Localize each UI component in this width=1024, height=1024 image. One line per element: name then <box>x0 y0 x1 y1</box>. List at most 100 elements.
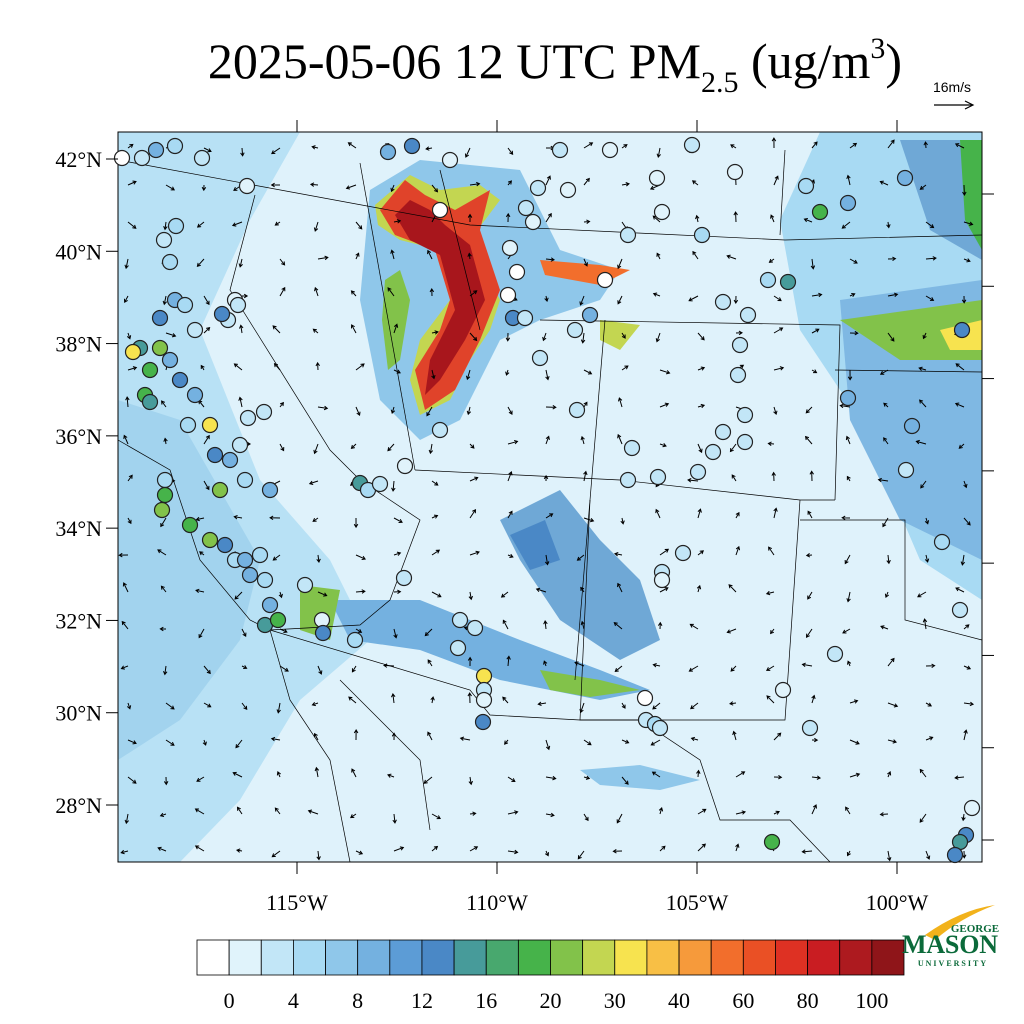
wind-arrow <box>765 665 775 671</box>
wind-arrow <box>954 402 965 408</box>
station <box>797 177 815 195</box>
wind-arrow <box>126 702 132 710</box>
wind-arrow <box>614 665 623 673</box>
colorbar-label: 80 <box>797 988 819 1013</box>
wind-arrow <box>580 586 585 593</box>
axes: 115°W 110°W 105°W 100°W 42°N 40°N 38°N 36°N 34°N… <box>55 120 994 915</box>
station <box>156 486 174 504</box>
wind-arrow <box>659 402 670 408</box>
wind-arrow <box>241 702 248 711</box>
wind-arrow <box>811 737 819 743</box>
title: 2025-05-06 12 UTC PM2.5 (ug/m3) <box>208 32 902 99</box>
wind-arrow <box>200 364 205 371</box>
wind-arrow <box>846 850 851 857</box>
wind-arrow <box>271 147 281 155</box>
wind-arrow <box>846 174 851 186</box>
station <box>763 833 781 851</box>
wind-arrow <box>233 514 243 520</box>
logo-top: GEORGE <box>951 923 999 935</box>
wind-arrow <box>621 182 630 187</box>
wind-arrow <box>311 701 319 707</box>
station <box>953 321 971 339</box>
wind-arrow <box>729 443 737 453</box>
reference-vector-label: 16m/s <box>933 79 971 95</box>
wind-arrow <box>765 590 775 596</box>
wind-arrow <box>241 665 248 670</box>
wind-arrow <box>459 736 471 741</box>
station <box>155 231 173 249</box>
y-tick-label: 28°N <box>55 793 102 818</box>
station <box>156 471 174 489</box>
wind-arrow <box>311 145 319 150</box>
wind-arrow <box>735 843 740 852</box>
station <box>241 566 259 584</box>
wind-arrow <box>961 813 966 822</box>
wind-arrow <box>203 434 210 445</box>
station <box>441 151 459 169</box>
wind-arrow <box>127 517 132 525</box>
wind-arrow <box>312 328 319 334</box>
wind-arrow <box>655 508 661 519</box>
station <box>256 571 274 589</box>
wind-arrow <box>161 400 167 408</box>
station <box>581 306 599 324</box>
station <box>206 446 224 464</box>
wind-arrow <box>577 850 585 860</box>
station <box>726 163 744 181</box>
wind-arrow <box>659 443 667 448</box>
station <box>946 846 964 864</box>
station <box>161 351 179 369</box>
wind-arrow <box>393 628 398 639</box>
wind-arrow <box>811 694 816 704</box>
wind-arrow <box>697 508 702 519</box>
wind-arrow <box>393 219 402 224</box>
station <box>933 533 951 551</box>
wind-arrow <box>431 184 439 193</box>
wind-arrow <box>122 582 129 593</box>
wind-arrow <box>431 813 441 820</box>
station <box>475 667 493 685</box>
station <box>141 393 159 411</box>
wind-arrow <box>842 628 851 634</box>
wind-arrow <box>127 143 134 149</box>
station <box>559 181 577 199</box>
wind-arrow <box>730 144 737 149</box>
wind-arrow <box>317 405 329 411</box>
colorbar-box <box>646 939 680 976</box>
wind-arrow <box>355 363 365 371</box>
wind-arrow <box>849 142 858 149</box>
station <box>531 349 549 367</box>
wind-arrow <box>390 406 396 415</box>
station <box>211 481 229 499</box>
wind-arrow <box>887 850 892 862</box>
wind-arrow <box>467 213 473 223</box>
wind-arrow <box>393 551 402 556</box>
wind-arrow <box>351 665 357 673</box>
colorbar-box <box>453 939 487 976</box>
wind-arrow <box>963 624 970 630</box>
wind-arrow <box>391 480 396 492</box>
station <box>619 471 637 489</box>
wind-arrow <box>274 221 281 226</box>
wind-arrow <box>383 663 395 668</box>
station <box>261 481 279 499</box>
colorbar-box <box>421 939 455 976</box>
wind-arrow <box>502 696 509 704</box>
station <box>255 403 273 421</box>
wind-arrow <box>844 554 851 565</box>
wind-arrow <box>726 254 737 260</box>
wind-arrow <box>877 477 889 483</box>
wind-arrow <box>583 177 590 186</box>
y-tick-label: 32°N <box>55 608 102 633</box>
colorbar-box <box>293 939 326 976</box>
station <box>731 336 749 354</box>
wind-arrow <box>165 332 177 338</box>
wind-arrow <box>659 587 669 593</box>
wind-arrow <box>919 184 927 190</box>
wind-arrow <box>431 591 442 598</box>
wind-arrow <box>883 402 889 408</box>
wind-arrow <box>621 702 626 709</box>
wind-arrow <box>621 776 629 785</box>
wind-arrow <box>621 144 628 149</box>
colorbar-label: 0 <box>224 988 235 1013</box>
